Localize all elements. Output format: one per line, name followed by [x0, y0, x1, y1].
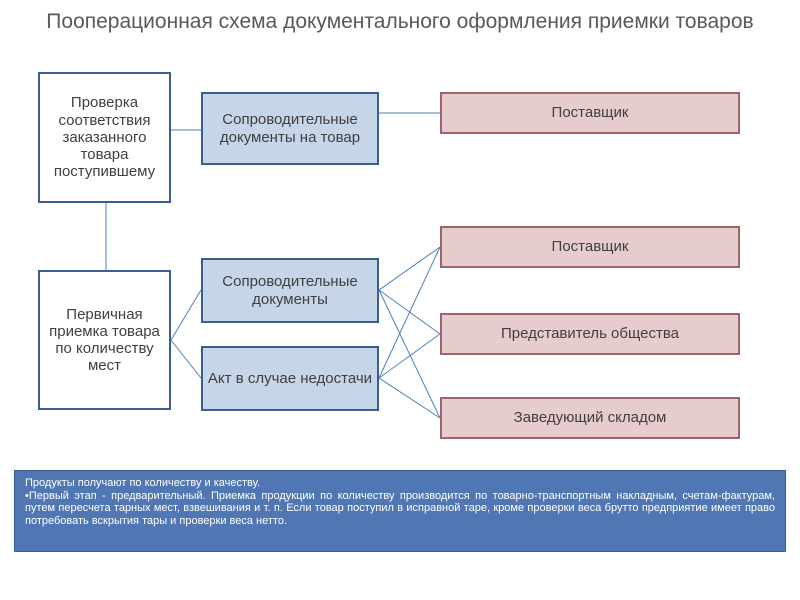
node-label: Акт в случае недостачи [208, 370, 372, 387]
node-accompanying-docs: Сопроводительные документы [201, 258, 379, 323]
node-label: Проверка соответствия заказанного товара… [44, 94, 165, 180]
diagram-title: Пооперационная схема документального офо… [0, 10, 800, 34]
footnote-line-2: •Первый этап - предварительный. Приемка … [25, 490, 775, 528]
node-label: Сопроводительные документы на товар [207, 111, 373, 146]
node-supplier-2: Поставщик [440, 226, 740, 268]
footnote: Продукты получают по количеству и качест… [14, 470, 786, 552]
node-primary-receiving: Первичная приемка товара по количеству м… [38, 270, 171, 410]
title-text: Пооперационная схема документального офо… [46, 10, 753, 33]
footnote-line-1: Продукты получают по количеству и качест… [25, 477, 775, 490]
node-supplier-1: Поставщик [440, 92, 740, 134]
node-label: Сопроводительные документы [207, 273, 373, 308]
node-docs-on-goods: Сопроводительные документы на товар [201, 92, 379, 165]
node-label: Первичная приемка товара по количеству м… [44, 306, 165, 375]
node-label: Поставщик [552, 238, 629, 255]
node-label: Поставщик [552, 104, 629, 121]
node-shortage-act: Акт в случае недостачи [201, 346, 379, 411]
node-label: Представитель общества [501, 325, 679, 342]
node-warehouse-manager: Заведующий складом [440, 397, 740, 439]
node-society-rep: Представитель общества [440, 313, 740, 355]
node-check-conformance: Проверка соответствия заказанного товара… [38, 72, 171, 203]
node-label: Заведующий складом [514, 409, 667, 426]
